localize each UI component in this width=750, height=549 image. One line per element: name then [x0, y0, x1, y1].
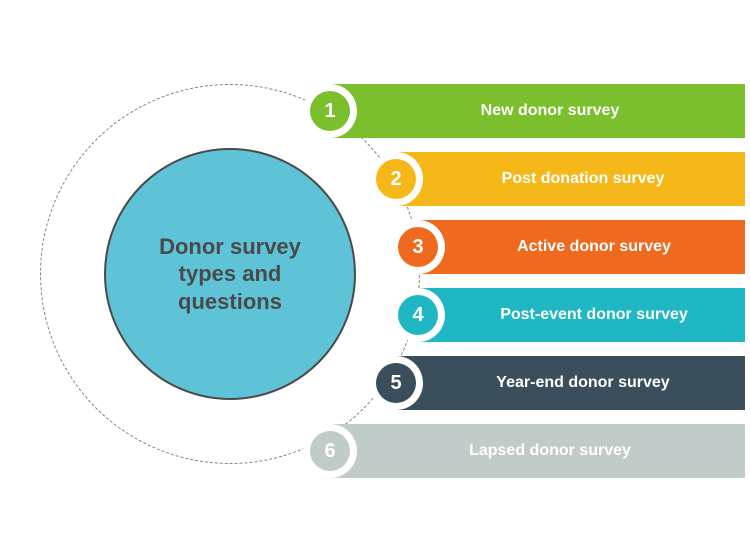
number-badge-1: 1 — [310, 91, 350, 131]
bar-2: Post donation survey — [396, 152, 745, 206]
central-title: Donor survey types and questions — [106, 233, 354, 316]
number-circle-6: 6 — [303, 424, 357, 478]
bar-1: New donor survey — [330, 84, 745, 138]
number-circle-1: 1 — [303, 84, 357, 138]
number-badge-4: 4 — [398, 295, 438, 335]
bar-4: Post-event donor survey — [418, 288, 745, 342]
number-circle-5: 5 — [369, 356, 423, 410]
bar-label-6: Lapsed donor survey — [365, 442, 735, 460]
bar-label-1: New donor survey — [365, 102, 735, 120]
bar-3: Active donor survey — [418, 220, 745, 274]
bar-label-4: Post-event donor survey — [453, 306, 735, 324]
number-badge-5: 5 — [376, 363, 416, 403]
number-circle-2: 2 — [369, 152, 423, 206]
number-circle-3: 3 — [391, 220, 445, 274]
number-badge-6: 6 — [310, 431, 350, 471]
bar-label-3: Active donor survey — [453, 238, 735, 256]
number-circle-4: 4 — [391, 288, 445, 342]
number-badge-2: 2 — [376, 159, 416, 199]
bar-5: Year-end donor survey — [396, 356, 745, 410]
bar-6: Lapsed donor survey — [330, 424, 745, 478]
bar-label-5: Year-end donor survey — [431, 374, 735, 392]
central-circle: Donor survey types and questions — [104, 148, 356, 400]
bar-label-2: Post donation survey — [431, 170, 735, 188]
infographic-canvas: New donor survey Post donation survey Acti… — [0, 0, 750, 549]
number-badge-3: 3 — [398, 227, 438, 267]
